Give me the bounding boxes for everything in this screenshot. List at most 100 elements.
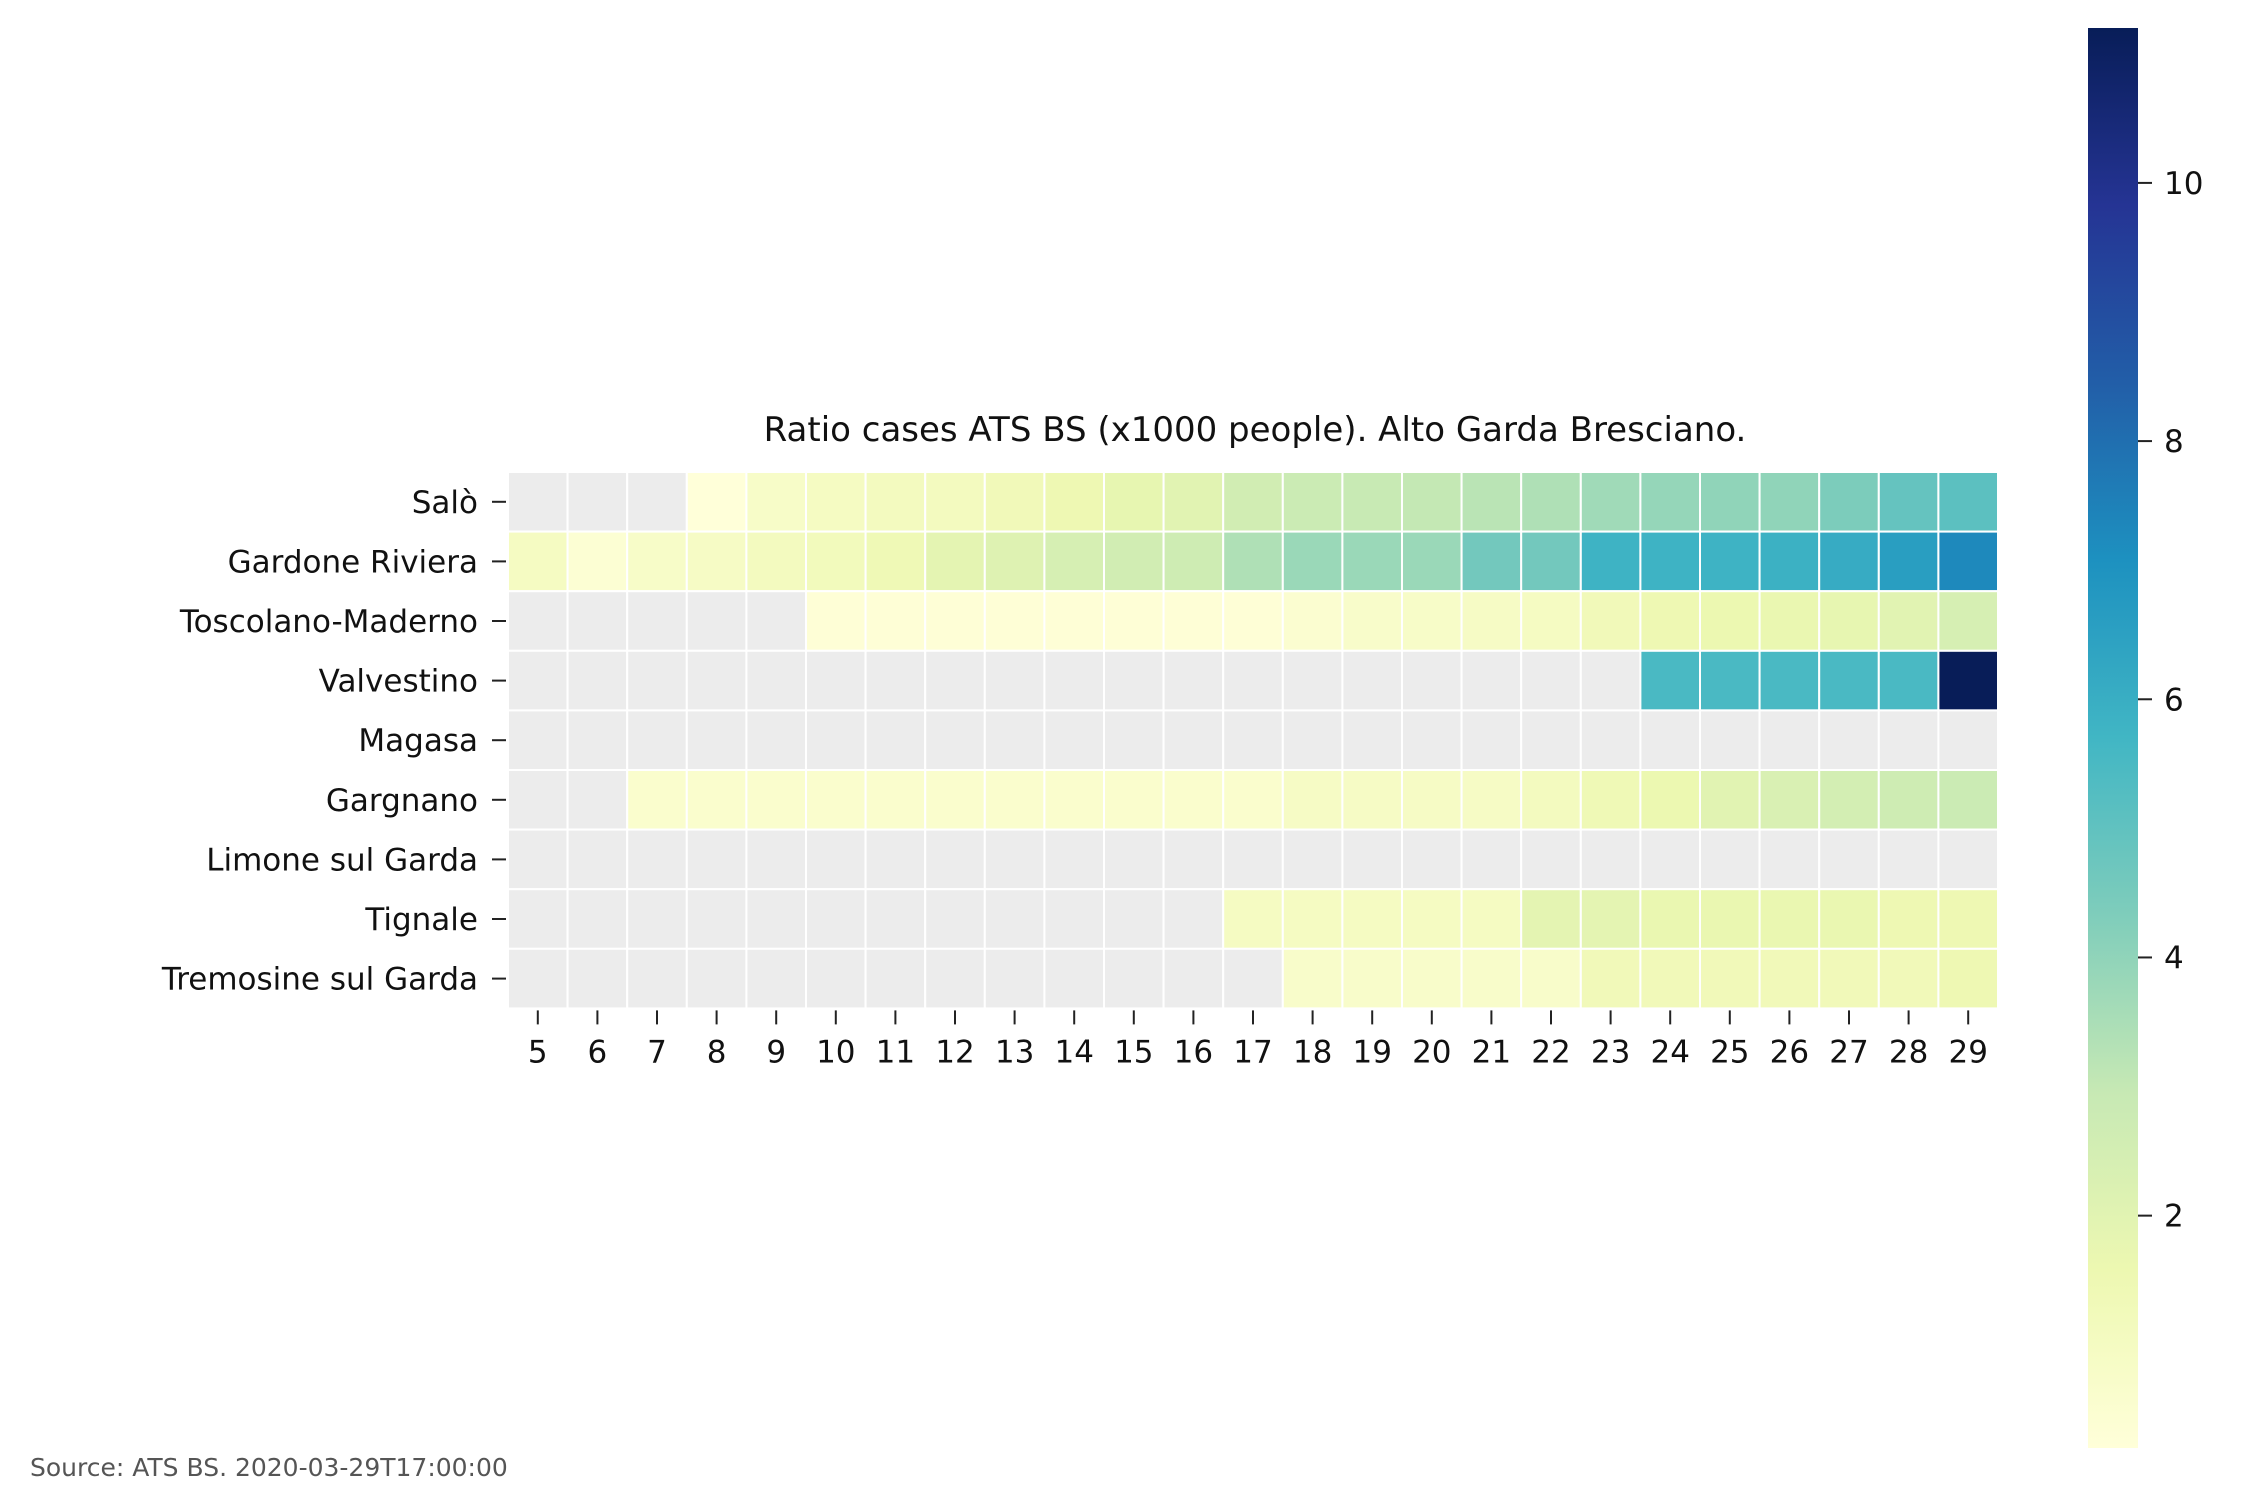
heatmap-cell <box>1043 947 1106 1010</box>
heatmap-cells <box>507 471 2000 1010</box>
heatmap-cell <box>566 709 629 772</box>
heatmap-cell <box>1520 947 1582 1010</box>
heatmap-cell <box>626 828 688 891</box>
heatmap-cell <box>566 471 629 533</box>
heatmap-cell <box>1639 649 1702 712</box>
x-tick-label: 13 <box>995 1034 1034 1070</box>
heatmap-cell <box>983 888 1046 950</box>
heatmap-cell <box>924 888 986 950</box>
heatmap-cell <box>1639 828 1702 891</box>
y-tick-label: Salò <box>412 485 478 521</box>
y-tick-label: Tremosine sul Garda <box>161 962 478 998</box>
heatmap-cell <box>1877 888 1940 950</box>
heatmap-cell <box>1281 828 1344 891</box>
heatmap-cell <box>1877 530 1940 593</box>
x-tick-label: 7 <box>647 1034 667 1070</box>
heatmap-cell <box>1162 649 1225 712</box>
chart-title: Ratio cases ATS BS (x1000 people). Alto … <box>764 410 1747 450</box>
heatmap-cell <box>566 888 629 950</box>
heatmap-cell <box>1460 947 1523 1010</box>
x-tick-label: 21 <box>1472 1034 1511 1070</box>
heatmap-cell <box>1043 709 1106 772</box>
heatmap-cell <box>1520 709 1582 772</box>
heatmap-cell <box>1341 471 1404 533</box>
heatmap-cell <box>1281 947 1344 1010</box>
heatmap-cell <box>626 709 688 772</box>
heatmap-cell <box>1937 590 2000 652</box>
heatmap-cell <box>1520 828 1582 891</box>
heatmap-cell <box>983 530 1046 593</box>
heatmap-cell <box>1937 947 2000 1010</box>
heatmap-cell <box>1758 947 1821 1010</box>
heatmap-cell <box>983 649 1046 712</box>
heatmap-cell <box>1818 471 1880 533</box>
heatmap-cell <box>745 530 808 593</box>
heatmap-cell <box>1162 709 1225 772</box>
heatmap-cell <box>1043 828 1106 891</box>
heatmap-cell <box>1520 471 1582 533</box>
heatmap-cell <box>507 471 569 533</box>
colorbar-tick-label: 8 <box>2164 424 2184 460</box>
x-tick-label: 25 <box>1710 1034 1749 1070</box>
heatmap-cell <box>805 769 867 831</box>
heatmap-cell <box>507 590 569 652</box>
heatmap-cell <box>566 530 629 593</box>
heatmap-cell <box>864 709 927 772</box>
heatmap-cell <box>1699 769 1761 831</box>
heatmap-cell <box>1460 828 1523 891</box>
heatmap-cell <box>1401 769 1463 831</box>
heatmap-cell <box>1103 649 1165 712</box>
heatmap-cell <box>507 947 569 1010</box>
heatmap-cell <box>685 888 748 950</box>
heatmap-cell <box>805 888 867 950</box>
heatmap-cell <box>1818 947 1880 1010</box>
heatmap-cell <box>864 649 927 712</box>
heatmap-cell <box>1579 590 1642 652</box>
heatmap-cell <box>1520 590 1582 652</box>
heatmap-cell <box>1103 590 1165 652</box>
heatmap-cell <box>1103 888 1165 950</box>
heatmap-cell <box>1043 649 1106 712</box>
colorbar-tick-label: 4 <box>2164 940 2184 976</box>
heatmap-cell <box>864 530 927 593</box>
heatmap-cell <box>1937 530 2000 593</box>
heatmap-cell <box>983 590 1046 652</box>
heatmap-cell <box>507 709 569 772</box>
heatmap-cell <box>685 590 748 652</box>
x-tick-label: 18 <box>1293 1034 1332 1070</box>
heatmap-cell <box>685 649 748 712</box>
heatmap-cell <box>864 590 927 652</box>
heatmap-cell <box>1758 828 1821 891</box>
heatmap-cell <box>1401 530 1463 593</box>
heatmap-cell <box>1818 590 1880 652</box>
heatmap-cell <box>983 769 1046 831</box>
heatmap-cell <box>1103 709 1165 772</box>
heatmap-cell <box>1639 947 1702 1010</box>
heatmap-cell <box>1758 471 1821 533</box>
heatmap-cell <box>1520 649 1582 712</box>
heatmap-cell <box>983 947 1046 1010</box>
heatmap-cell <box>1579 649 1642 712</box>
heatmap-cell <box>566 769 629 831</box>
heatmap-cell <box>1758 590 1821 652</box>
heatmap-cell <box>1818 530 1880 593</box>
x-tick-label: 5 <box>528 1034 548 1070</box>
y-tick-label: Toscolano-Maderno <box>179 604 478 640</box>
heatmap-cell <box>1699 888 1761 950</box>
heatmap-cell <box>745 471 808 533</box>
heatmap-cell <box>745 709 808 772</box>
heatmap-cell <box>805 649 867 712</box>
x-axis: 5 6 7 8 9 10 11 12 13 14 15 16 17 18 19 20 21 22 23 24 25 26 2… <box>528 1010 1988 1070</box>
heatmap-cell <box>1460 888 1523 950</box>
heatmap-cell <box>1699 590 1761 652</box>
colorbar <box>2088 28 2138 1448</box>
heatmap-cell <box>1579 709 1642 772</box>
heatmap-cell <box>1341 888 1404 950</box>
heatmap-cell <box>1639 530 1702 593</box>
heatmap-cell <box>745 828 808 891</box>
heatmap-cell <box>1699 471 1761 533</box>
heatmap-cell <box>1103 828 1165 891</box>
x-tick-label: 28 <box>1889 1034 1928 1070</box>
x-tick-label: 14 <box>1054 1034 1093 1070</box>
